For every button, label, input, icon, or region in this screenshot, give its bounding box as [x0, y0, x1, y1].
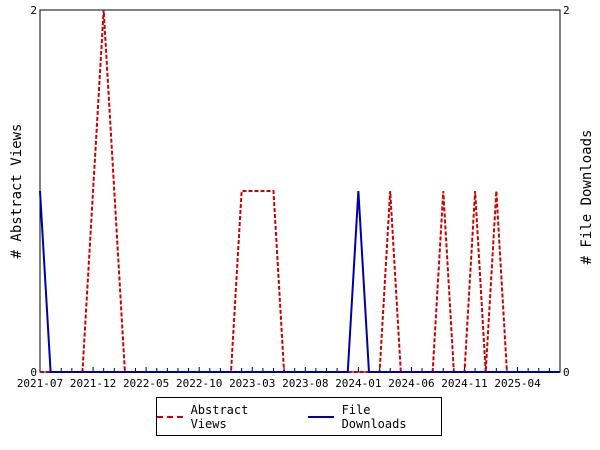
x-tick-label: 2025-04 [494, 377, 541, 390]
series-lines [39, 9, 560, 373]
chart: 2021-07 2021-12 2022-05 2022-10 2023-03 2023-… [9, 4, 595, 390]
legend-entry-abstract-views: Abstract Views [157, 403, 290, 431]
x-tick-label: 2024-06 [388, 377, 434, 390]
x-tick-label: 2021-12 [70, 377, 116, 390]
x-tick-label: 2022-05 [123, 377, 169, 390]
y-axis-right-title: # File Downloads [579, 130, 595, 265]
series-line-file-downloads [39, 190, 560, 373]
legend-swatch-abstract-views [157, 415, 183, 418]
x-tick-label: 2021-07 [17, 377, 63, 390]
x-tick-label: 2022-10 [176, 377, 222, 390]
x-axis-tick-labels: 2021-07 2021-12 2022-05 2022-10 2023-03 2023-… [17, 377, 541, 390]
x-tick-label: 2023-03 [229, 377, 275, 390]
y-axis-tick-labels: 0 2 0 2 [30, 4, 569, 379]
plot-area [39, 9, 561, 373]
y-left-tick-label: 0 [30, 366, 37, 379]
x-tick-label: 2023-08 [282, 377, 328, 390]
y-axis-left-title: # Abstract Views [9, 124, 25, 259]
x-tick-label: 2024-01 [335, 377, 381, 390]
legend-label-file-downloads: File Downloads [341, 402, 407, 431]
legend-entry-file-downloads: File Downloads [308, 403, 441, 431]
legend: Abstract Views File Downloads [156, 397, 442, 436]
x-tick-label: 2024-11 [441, 377, 487, 390]
legend-swatch-file-downloads [308, 415, 334, 418]
y-left-tick-label: 2 [30, 4, 37, 17]
y-right-tick-label: 2 [563, 4, 570, 17]
y-right-tick-label: 0 [563, 366, 570, 379]
legend-label-abstract-views: Abstract Views [190, 402, 249, 431]
